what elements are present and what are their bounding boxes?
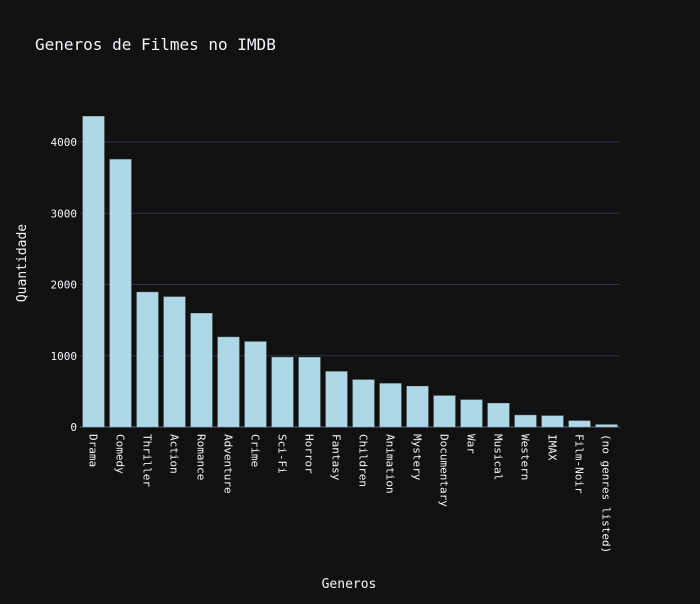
- gridlines: [80, 141, 620, 428]
- chart-title: Generos de Filmes no IMDB: [35, 35, 276, 54]
- x-tick-label: Musical: [492, 434, 505, 480]
- bar: [352, 379, 375, 428]
- x-tick-label: Thriller: [141, 434, 154, 487]
- x-tick-label: Romance: [195, 434, 208, 480]
- bar: [163, 296, 186, 428]
- x-tick-label: War: [465, 434, 478, 454]
- x-tick-label: Adventure: [222, 434, 235, 494]
- x-tick-label: Horror: [303, 434, 316, 474]
- bar: [595, 424, 618, 428]
- bar: [433, 395, 456, 428]
- bar: [541, 415, 564, 428]
- bar: [325, 371, 348, 428]
- bars: [82, 116, 618, 428]
- bar: [406, 385, 429, 428]
- x-tick-label: Documentary: [438, 434, 451, 507]
- bar: [244, 341, 267, 428]
- x-tick-label: Crime: [249, 434, 262, 467]
- x-tick-label: Children: [357, 434, 370, 487]
- y-tick-label: 2000: [51, 279, 78, 292]
- bar: [568, 420, 591, 428]
- bar: [136, 291, 159, 428]
- bar: [109, 159, 132, 428]
- bar: [460, 399, 483, 428]
- y-tick-label: 1000: [51, 350, 78, 363]
- x-tick-label: (no genres listed): [600, 434, 613, 553]
- bar: [487, 402, 510, 428]
- bar: [190, 313, 213, 428]
- x-tick-label: Animation: [384, 434, 397, 494]
- x-tick-label: Sci-Fi: [276, 434, 289, 474]
- x-tick-label: Western: [519, 434, 532, 480]
- bar: [298, 357, 321, 428]
- x-tick-label: Comedy: [114, 434, 127, 474]
- x-axis-title: Generos: [322, 577, 377, 592]
- y-axis-ticks: 0 1000 2000 3000 4000: [51, 136, 78, 434]
- x-axis-ticks: Drama Comedy Thriller Action Romance Adventur…: [87, 434, 613, 553]
- x-tick-label: Drama: [87, 434, 100, 467]
- x-tick-label: IMAX: [546, 434, 559, 461]
- y-tick-label: 3000: [51, 207, 78, 220]
- y-tick-label: 0: [70, 421, 77, 434]
- x-tick-label: Film-Noir: [573, 434, 586, 494]
- bar: [271, 356, 294, 428]
- x-tick-label: Fantasy: [330, 434, 343, 481]
- bar: [217, 336, 240, 428]
- bar: [379, 383, 402, 428]
- x-tick-label: Mystery: [411, 434, 424, 481]
- bar: [82, 116, 105, 428]
- x-tick-label: Action: [168, 434, 181, 474]
- bar: [514, 414, 537, 428]
- y-tick-label: 4000: [51, 136, 78, 149]
- y-axis-title: Quantidade: [15, 224, 30, 302]
